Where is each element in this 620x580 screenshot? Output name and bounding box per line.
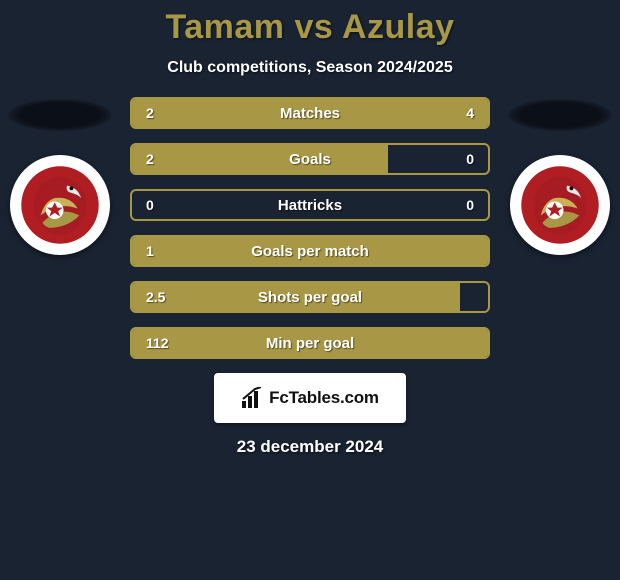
stat-label: Matches [132,105,488,122]
stat-row: 2.5Shots per goal [130,281,490,313]
page-title: Tamam vs Azulay [165,8,454,47]
fctables-logo-icon [241,387,265,409]
right-player-column [500,97,620,255]
main-row: 2Matches42Goals00Hattricks01Goals per ma… [0,97,620,359]
stat-row: 2Matches4 [130,97,490,129]
stats-column: 2Matches42Goals00Hattricks01Goals per ma… [130,97,490,359]
page-subtitle: Club competitions, Season 2024/2025 [167,59,452,77]
stat-value-right: 0 [466,151,474,167]
stat-label: Goals [132,151,488,168]
stat-value-right: 4 [466,105,474,121]
left-club-badge [10,155,110,255]
stat-row: 1Goals per match [130,235,490,267]
right-club-badge [510,155,610,255]
stat-label: Hattricks [132,197,488,214]
player-silhouette-shadow [508,99,612,131]
left-player-column [0,97,120,255]
stat-label: Min per goal [132,335,488,352]
player-silhouette-shadow [8,99,112,131]
comparison-infographic: Tamam vs Azulay Club competitions, Seaso… [0,0,620,457]
stat-label: Shots per goal [132,289,488,306]
stat-value-right: 0 [466,197,474,213]
club-crest-icon [16,161,104,249]
stat-row: 112Min per goal [130,327,490,359]
stat-row: 2Goals0 [130,143,490,175]
brand-text: FcTables.com [269,388,379,408]
stat-row: 0Hattricks0 [130,189,490,221]
stat-label: Goals per match [132,243,488,260]
date-text: 23 december 2024 [237,437,384,457]
brand-badge: FcTables.com [214,373,406,423]
club-crest-icon [516,161,604,249]
